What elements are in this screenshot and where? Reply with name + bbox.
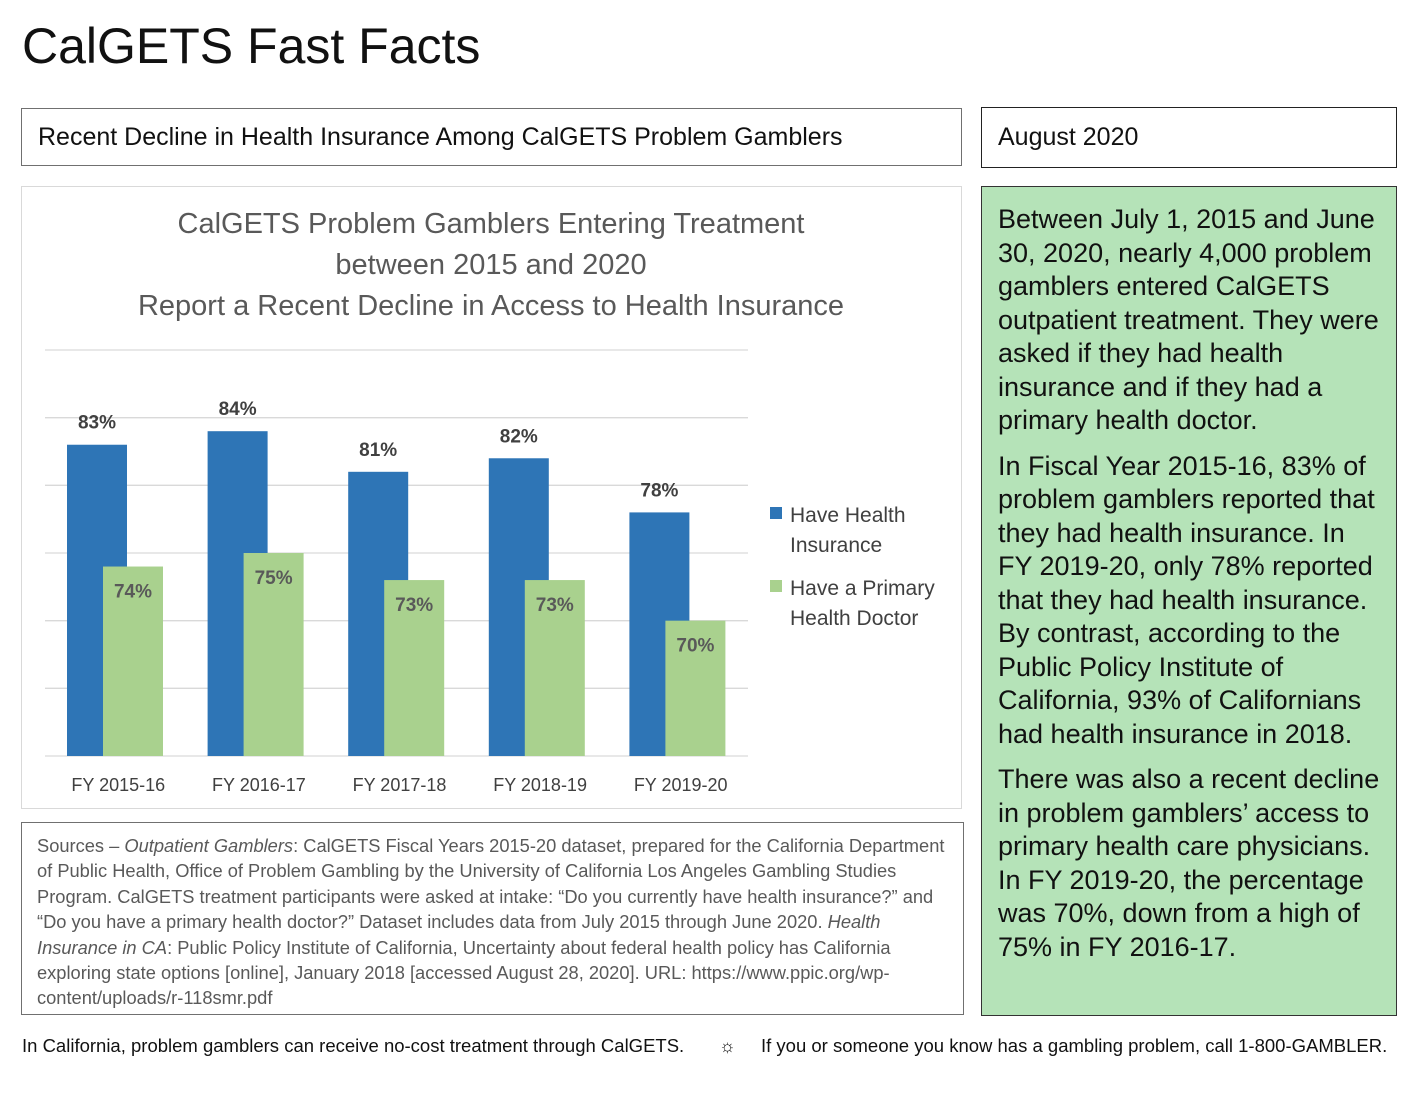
legend-label: Have Health [790,504,906,527]
bar-primary-doctor [524,580,585,756]
data-label: 84% [219,399,257,420]
date-text: August 2020 [998,123,1139,151]
data-label: 73% [536,595,574,616]
data-label: 83% [78,413,116,434]
legend-label: Health Doctor [790,607,918,630]
bar-chart: CalGETS Problem Gamblers Entering Treatm… [45,208,935,795]
health-insurance-ca-title: Health Insurance in CA [37,911,881,958]
bar-primary-doctor [384,580,445,756]
bar-primary-doctor [103,566,163,756]
health-insurance-ca-text: : Public Policy Institute of California,… [37,936,891,1009]
date-box: August 2020 [981,107,1397,168]
finding-paragraph-1: Between July 1, 2015 and June 30, 2020, … [998,204,1379,435]
x-tick-label: FY 2018-19 [493,775,587,795]
outpatient-gamblers-text: : CalGETS Fiscal Years 2015-20 dataset, … [37,835,945,933]
sources-prefix: Sources – [37,835,125,856]
data-label: 73% [395,595,433,616]
bars [67,431,726,756]
data-label: 81% [359,440,397,461]
key-findings-panel: Between July 1, 2015 and June 30, 2020, … [981,186,1397,1016]
x-tick-label: FY 2015-16 [71,775,165,795]
data-label: 82% [500,426,538,447]
bar-primary-doctor [665,620,726,756]
finding-paragraph-2: In Fiscal Year 2015-16, 83% of problem g… [998,450,1375,749]
finding-paragraph-3: There was also a recent decline in probl… [998,764,1380,962]
chart-panel: CalGETS Problem Gamblers Entering Treatm… [21,186,962,809]
bar-primary-doctor [243,553,304,756]
subtitle-box: Recent Decline in Health Insurance Among… [21,108,962,166]
footer-treatment-note: In California, problem gamblers can rece… [22,1035,685,1056]
chart-title-line-1: CalGETS Problem Gamblers Entering Treatm… [178,208,805,240]
x-tick-label: FY 2019-20 [634,775,728,795]
footer-helpline-note: If you or someone you know has a gamblin… [761,1035,1388,1056]
chart-title-line-3: Report a Recent Decline in Access to Hea… [138,290,844,322]
data-label: 70% [676,636,714,657]
chart-title-line-2: between 2015 and 2020 [335,249,646,281]
legend-label: Insurance [790,534,882,557]
outpatient-gamblers-title: Outpatient Gamblers [124,835,294,856]
legend-swatch [770,507,782,519]
page-title: CalGETS Fast Facts [22,18,481,74]
x-tick-label: FY 2016-17 [212,775,306,795]
chart-title: CalGETS Problem Gamblers Entering Treatm… [138,208,844,322]
x-tick-label: FY 2017-18 [353,775,447,795]
data-label: 78% [640,480,678,501]
data-label: 74% [114,582,152,603]
legend-label: Have a Primary [790,577,935,600]
data-labels: 83% 74% 84% 75% 81% 73% 82% 73% 78% 70% [78,399,715,656]
legend: Have Health Insurance Have a Primary Health… [770,504,935,630]
data-label: 75% [255,568,293,589]
subtitle-text: Recent Decline in Health Insurance Among… [38,123,843,151]
sources-box: Sources – Outpatient Gamblers: CalGETS F… [21,822,964,1015]
x-axis-ticks: FY 2015-16 FY 2016-17 FY 2017-18 FY 2018-19… [71,775,727,795]
legend-swatch [770,580,782,592]
sun-icon: ☼ [719,1036,736,1056]
